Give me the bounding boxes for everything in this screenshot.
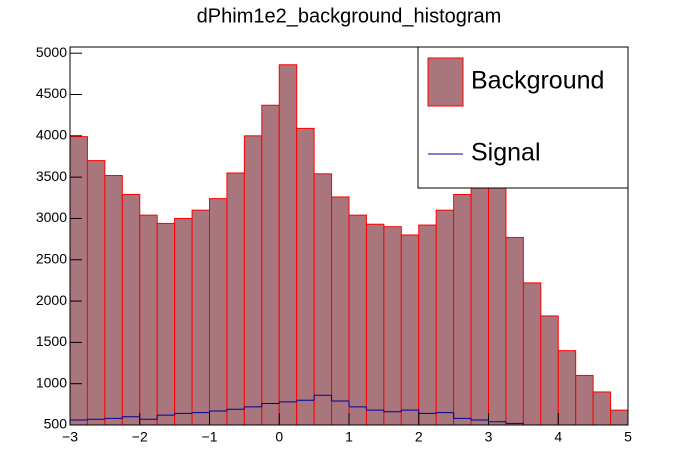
legend-label: Signal: [471, 139, 541, 167]
chart-title: dPhim1e2_background_histogram: [197, 5, 502, 27]
bar: [522, 282, 542, 425]
bar: [557, 350, 577, 425]
bar: [261, 104, 280, 425]
bar: [575, 374, 594, 425]
bar: [418, 224, 437, 425]
x-tick-label: −1: [202, 429, 218, 445]
x-tick-label: 3: [485, 429, 493, 445]
bar: [383, 226, 402, 425]
bar: [365, 223, 385, 425]
bar: [226, 172, 245, 425]
bar: [400, 234, 420, 425]
bar: [139, 214, 158, 425]
bar: [104, 174, 123, 425]
x-tick-label: 4: [554, 429, 562, 445]
y-tick-label: 1000: [36, 374, 67, 390]
x-tick-label: −3: [62, 429, 78, 445]
bar: [505, 236, 524, 425]
x-tick-label: 0: [275, 429, 283, 445]
bar: [209, 198, 228, 425]
bar: [435, 209, 455, 425]
bar: [70, 136, 88, 425]
bar: [296, 127, 315, 425]
bar: [278, 64, 298, 425]
y-tick-label: 500: [44, 416, 68, 432]
y-tick-label: 4000: [36, 127, 67, 143]
bar: [592, 391, 612, 425]
plot-area: [70, 64, 628, 425]
x-tick-label: 1: [345, 429, 353, 445]
bar: [191, 209, 210, 425]
bar: [348, 214, 367, 425]
y-tick-label: 2500: [36, 250, 67, 266]
x-tick-label: 2: [415, 429, 423, 445]
y-tick-label: 3500: [36, 168, 67, 184]
bar: [243, 135, 263, 425]
y-tick-label: 5000: [36, 44, 67, 60]
legend-swatch: [427, 57, 464, 107]
y-tick-label: 3000: [36, 209, 67, 225]
bar: [540, 315, 559, 425]
y-tick-label: 2000: [36, 292, 67, 308]
bar: [313, 173, 333, 425]
x-tick-label: 5: [624, 429, 632, 445]
bar: [470, 180, 489, 425]
bar: [610, 409, 628, 425]
bar: [121, 193, 141, 425]
bar: [453, 193, 472, 425]
bar: [331, 196, 350, 425]
y-tick-label: 4500: [36, 85, 67, 101]
x-tick-label: −2: [132, 429, 148, 445]
bar: [86, 160, 106, 425]
y-tick-label: 1500: [36, 333, 67, 349]
bar: [156, 222, 176, 425]
bar: [174, 217, 193, 425]
bar: [488, 171, 507, 425]
legend-label: Background: [471, 67, 604, 95]
